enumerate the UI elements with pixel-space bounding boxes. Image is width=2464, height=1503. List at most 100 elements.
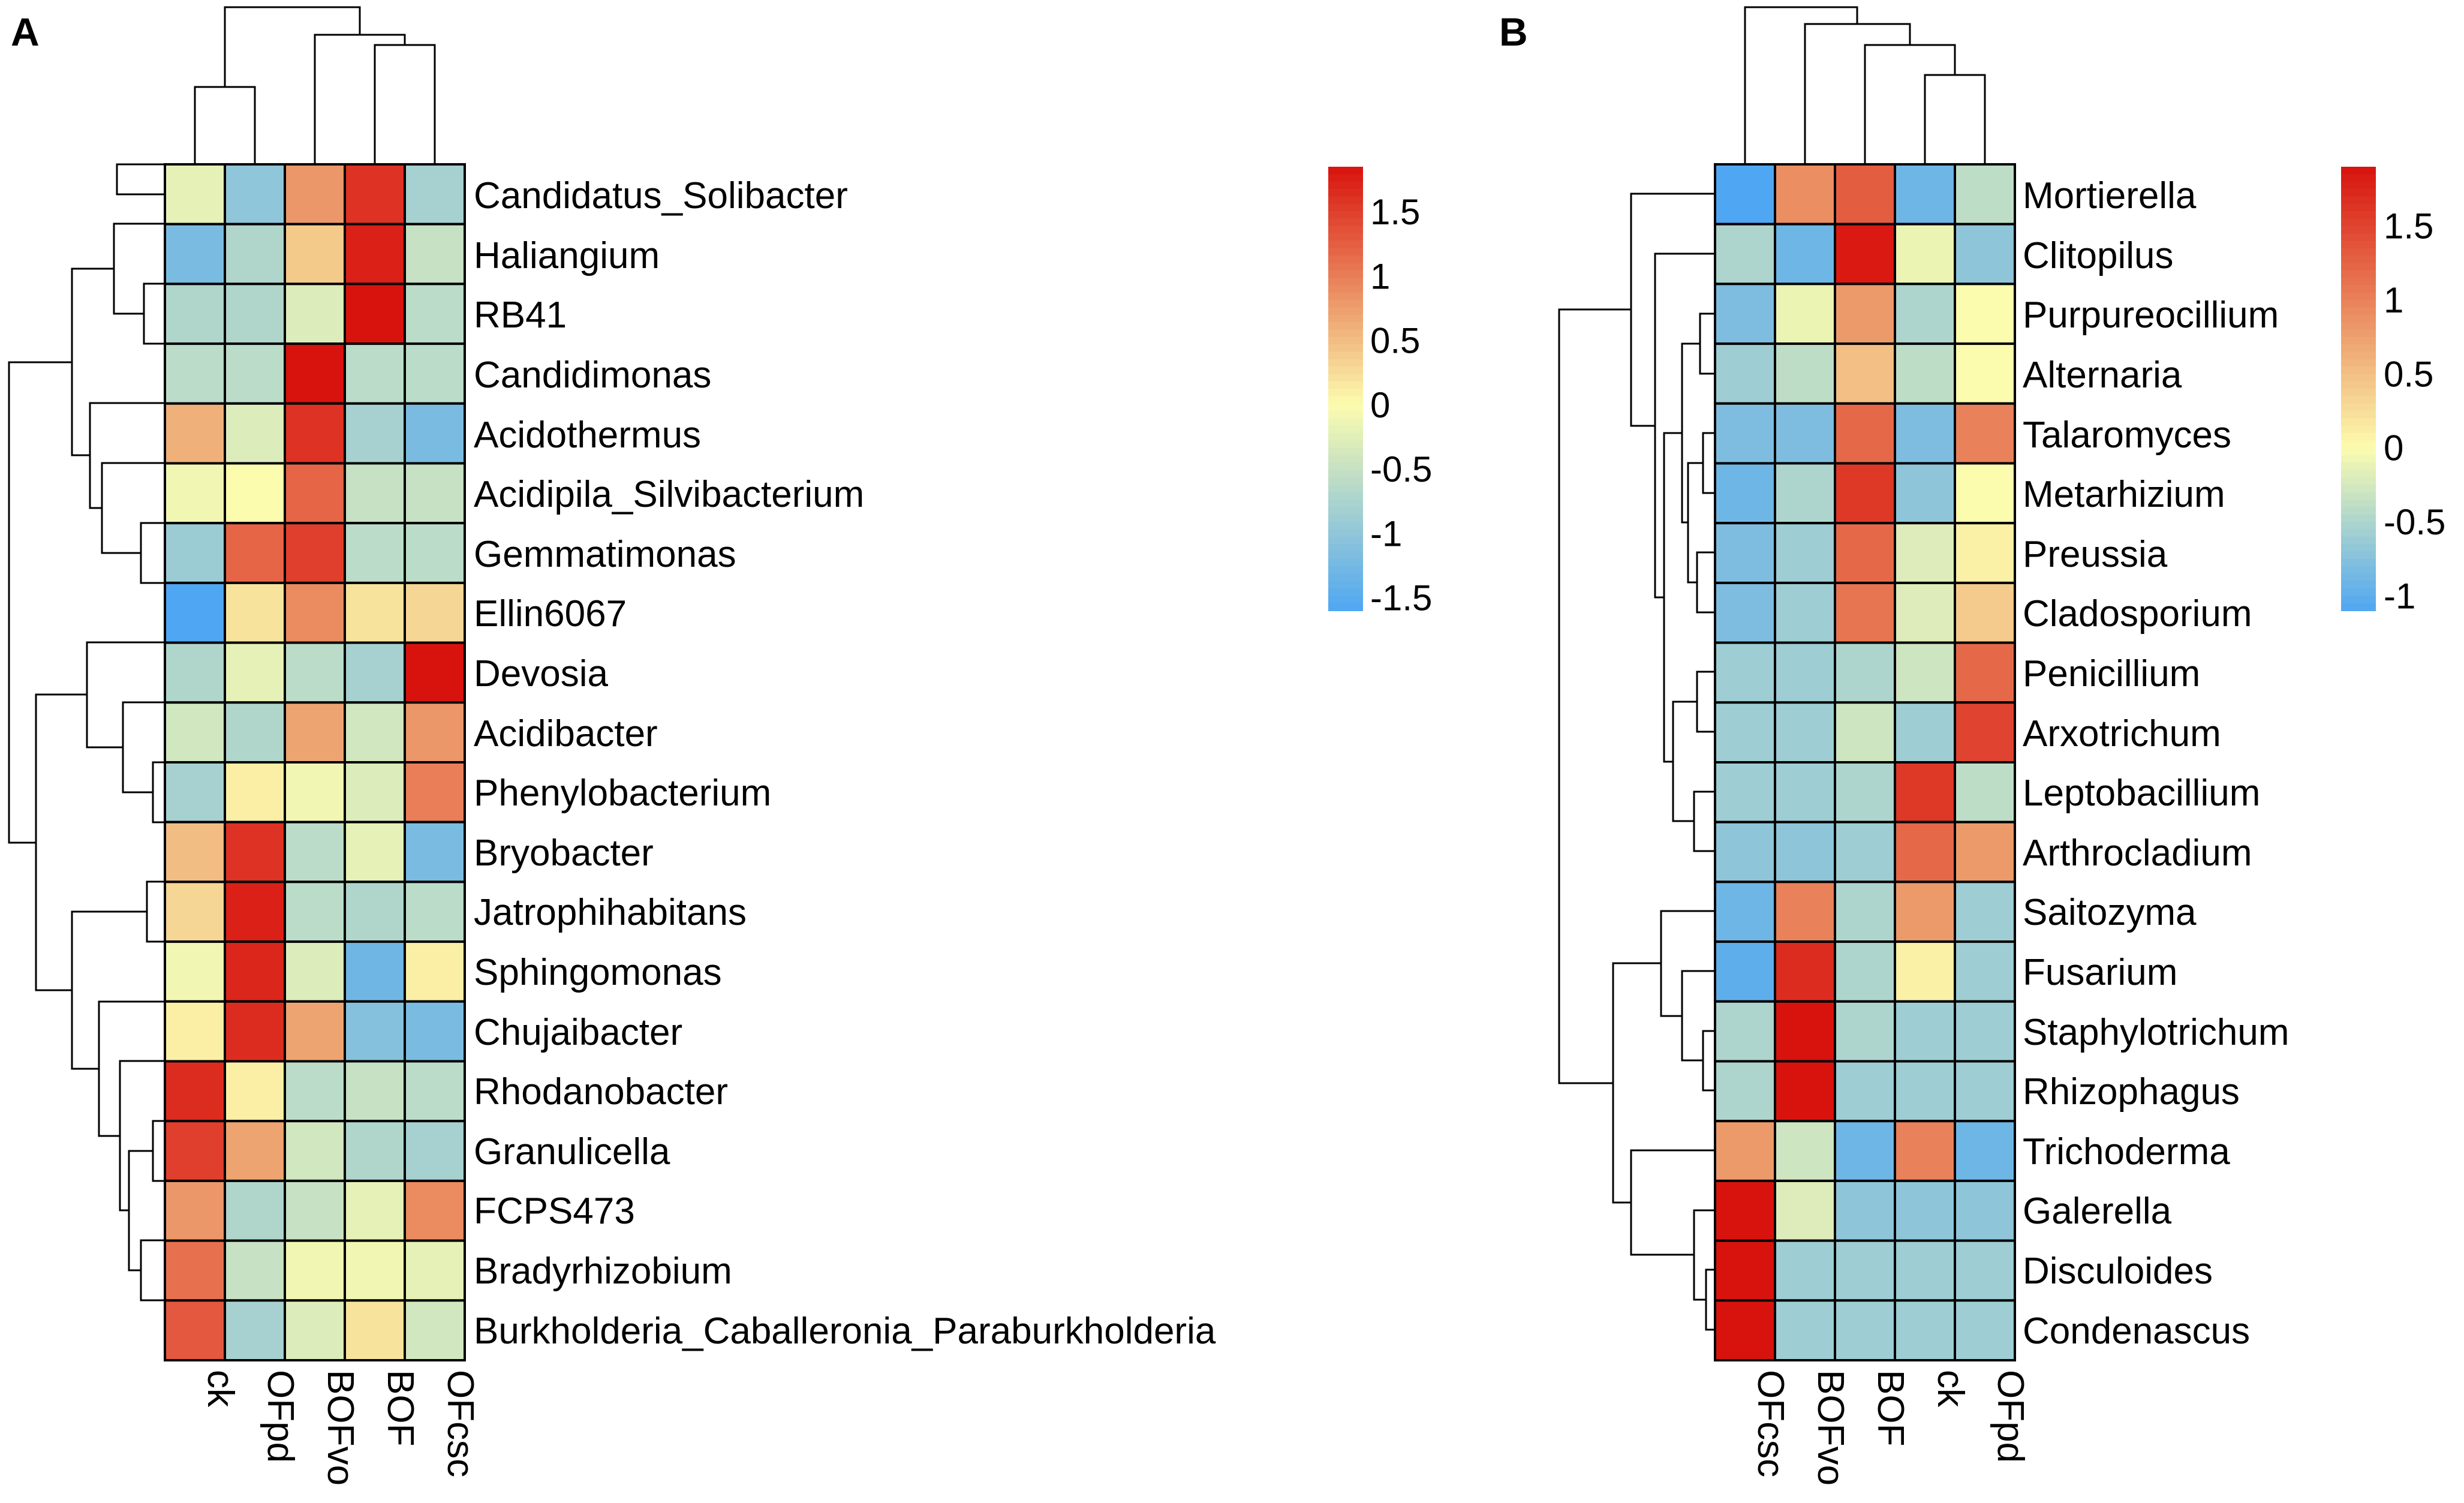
heatmap-cell — [1954, 1000, 2016, 1063]
row-label: Fusarium — [2023, 952, 2177, 993]
heatmap-cell — [1774, 641, 1836, 704]
legend-color-segment — [2341, 307, 2376, 315]
legend-color-segment — [1328, 351, 1363, 360]
heatmap-cell — [224, 522, 286, 584]
heatmap-cell — [284, 820, 346, 883]
heatmap-cell — [1894, 1120, 1956, 1182]
heatmap-cell — [1714, 402, 1776, 465]
heatmap-cell — [1954, 402, 2016, 465]
heatmap-cell — [404, 282, 466, 345]
legend-color-segment — [1328, 174, 1363, 182]
legend-color-segment — [1328, 226, 1363, 234]
legend-color-segment — [1328, 366, 1363, 375]
heatmap-cell — [344, 1000, 406, 1063]
legend-color-segment — [1328, 344, 1363, 353]
heatmap-cell — [164, 282, 226, 345]
heatmap-cell — [1774, 282, 1836, 345]
legend-color-segment — [1328, 359, 1363, 367]
legend-color-segment — [1328, 485, 1363, 493]
heatmap-cell — [1954, 701, 2016, 764]
heatmap-cell — [1774, 342, 1836, 405]
legend-tick-label: -1 — [1370, 513, 1402, 554]
heatmap-cell — [1894, 1299, 1956, 1362]
legend-color-segment — [1328, 492, 1363, 500]
heatmap-cell — [1954, 641, 2016, 704]
heatmap-cell — [404, 1060, 466, 1123]
legend-tick-label: 0 — [1370, 385, 1390, 425]
panel-b-legend-ticks: 1.5 1 0.5 0 -0.5 -1 — [2384, 206, 2445, 617]
heatmap-cell — [1954, 1179, 2016, 1242]
legend-color-segment — [1328, 403, 1363, 411]
column-label: OFpd — [1990, 1370, 2031, 1463]
heatmap-cell — [164, 820, 226, 883]
heatmap-cell — [1714, 1179, 1776, 1242]
heatmap-cell — [1894, 342, 1956, 405]
heatmap-cell — [164, 1239, 226, 1302]
heatmap-cell — [1714, 1000, 1776, 1063]
legend-color-segment — [1328, 470, 1363, 478]
legend-color-segment — [1328, 189, 1363, 197]
legend-color-segment — [2341, 551, 2376, 560]
heatmap-cell — [404, 701, 466, 764]
legend-color-segment — [2341, 381, 2376, 389]
legend-color-segment — [1328, 551, 1363, 560]
panel-a-cells — [164, 163, 466, 1362]
heatmap-cell — [284, 1000, 346, 1063]
heatmap-cell — [1774, 940, 1836, 1003]
legend-color-segment — [1328, 181, 1363, 190]
row-label: Candidimonas — [474, 354, 711, 396]
heatmap-cell — [344, 1120, 406, 1182]
heatmap-cell — [1894, 1239, 1956, 1302]
legend-color-segment — [2341, 322, 2376, 330]
row-label: Saitozyma — [2023, 892, 2197, 933]
heatmap-cell — [224, 880, 286, 943]
column-label: OFcsc — [440, 1370, 481, 1477]
row-label: Jatrophihabitans — [474, 892, 747, 933]
legend-color-segment — [1328, 462, 1363, 471]
panel-b: B — [1499, 6, 2445, 1486]
legend-color-segment — [2341, 174, 2376, 182]
heatmap-cell — [1714, 641, 1776, 704]
row-label: Chujaibacter — [474, 1012, 682, 1053]
legend-color-segment — [2341, 218, 2376, 227]
heatmap-cell — [224, 581, 286, 644]
row-label: Gemmatimonas — [474, 534, 736, 575]
legend-color-segment — [1328, 329, 1363, 338]
heatmap-cell — [1894, 163, 1956, 226]
legend-color-segment — [2341, 522, 2376, 530]
legend-color-segment — [2341, 203, 2376, 212]
heatmap-cell — [224, 701, 286, 764]
legend-color-segment — [2341, 351, 2376, 360]
legend-color-segment — [1328, 544, 1363, 552]
row-label: Alternaria — [2023, 354, 2182, 396]
row-label: Talaromyces — [2023, 414, 2231, 456]
row-label: Arthrocladium — [2023, 832, 2252, 874]
legend-color-segment — [2341, 278, 2376, 286]
legend-color-segment — [1328, 573, 1363, 582]
legend-tick-label: -1 — [2384, 576, 2415, 616]
legend-color-segment — [2341, 485, 2376, 493]
legend-color-segment — [2341, 181, 2376, 190]
heatmap-cell — [1834, 940, 1896, 1003]
row-label: Preussia — [2023, 534, 2168, 575]
row-label: Acidipila_Silvibacterium — [474, 474, 864, 515]
column-label: ck — [1930, 1370, 1971, 1408]
row-label: Sphingomonas — [474, 952, 722, 993]
legend-color-segment — [2341, 462, 2376, 471]
heatmap-cell — [1954, 282, 2016, 345]
heatmap-cell — [1774, 1179, 1836, 1242]
heatmap-cell — [1714, 581, 1776, 644]
row-label: Haliangium — [474, 235, 660, 276]
heatmap-cell — [1774, 163, 1836, 226]
heatmap-cell — [1834, 641, 1896, 704]
column-label: BOFvo — [320, 1370, 361, 1486]
legend-color-segment — [2341, 477, 2376, 486]
heatmap-cell — [1834, 1299, 1896, 1362]
heatmap-cell — [404, 880, 466, 943]
legend-color-segment — [1328, 300, 1363, 308]
legend-color-segment — [1328, 418, 1363, 426]
legend-color-segment — [2341, 248, 2376, 256]
legend-tick-label: -0.5 — [1370, 449, 1432, 489]
legend-color-segment — [1328, 196, 1363, 205]
legend-color-segment — [2341, 507, 2376, 515]
